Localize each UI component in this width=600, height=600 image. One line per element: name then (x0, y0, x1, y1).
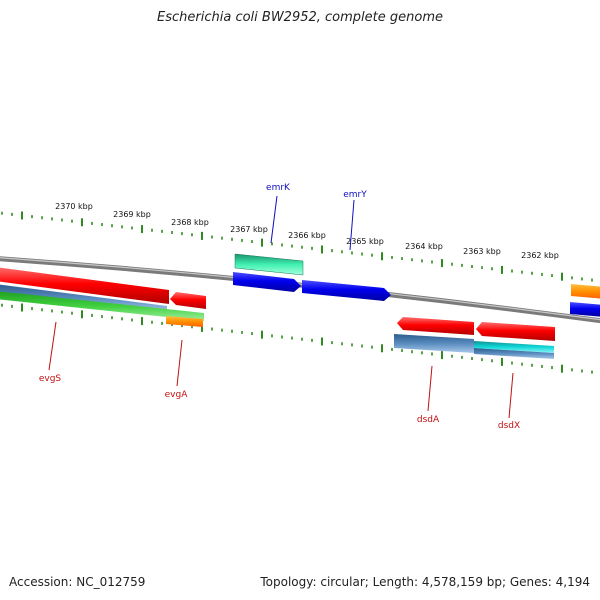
gene-band-green[interactable] (0, 291, 204, 321)
tick-label-2365: 2365 kbp (346, 237, 384, 246)
gene-band-cyan[interactable] (474, 341, 554, 353)
gene-band-orange[interactable] (166, 316, 203, 327)
gene-arrow-dsdA[interactable] (397, 317, 474, 335)
gene-arrow-dsdX[interactable] (476, 322, 555, 341)
tick-row-bottom (1, 303, 593, 374)
leader-dsdA (427, 365, 433, 412)
gene-arrow-emrK[interactable] (234, 253, 304, 276)
gene-arrow-forward-1[interactable] (233, 272, 301, 292)
tick-label-2364: 2364 kbp (405, 242, 443, 251)
leader-evgS (48, 321, 57, 371)
gene-label-evgA: evgA (165, 390, 189, 400)
gene-arrow-emrY[interactable] (302, 280, 391, 301)
gene-label-dsdA: dsdA (417, 415, 440, 425)
gene-label-dsdX: dsdX (498, 421, 520, 431)
leader-emrY (349, 199, 355, 251)
gene-band-steel-2[interactable] (394, 334, 474, 353)
gene-band-steel-3[interactable] (474, 348, 554, 359)
leader-dsdX (508, 372, 514, 419)
gene-arrow-evgS[interactable] (0, 267, 169, 304)
genome-summary-text: Topology: circular; Length: 4,578,159 bp… (260, 575, 590, 589)
gene-arrow-evgA[interactable] (170, 292, 206, 309)
gene-label-emrK: emrK (266, 183, 291, 193)
tick-label-2363: 2363 kbp (463, 247, 501, 256)
leader-evgA (176, 339, 183, 387)
gene-arrow-forward-2[interactable] (570, 302, 600, 317)
tick-label-2368: 2368 kbp (171, 218, 209, 227)
tick-label-2366: 2366 kbp (288, 231, 326, 240)
leader-emrK (270, 195, 278, 244)
tick-label-2369: 2369 kbp (113, 210, 151, 219)
gene-label-emrY: emrY (343, 190, 367, 200)
accession-text: Accession: NC_012759 (9, 575, 146, 589)
map-title: Escherichia coli BW2952, complete genome (157, 10, 443, 25)
tick-label-2367: 2367 kbp (230, 225, 268, 234)
tick-row-top (1, 211, 593, 282)
tick-label-2362: 2362 kbp (521, 251, 559, 260)
tick-label-2370: 2370 kbp (55, 202, 93, 211)
gene-label-evgS: evgS (39, 374, 62, 384)
gene-arrow-forward-orange[interactable] (571, 284, 600, 299)
